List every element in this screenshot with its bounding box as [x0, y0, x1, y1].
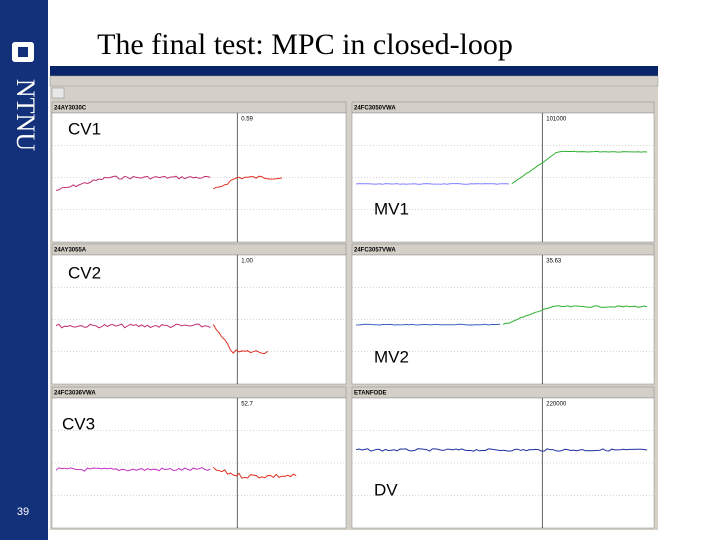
page-number: 39: [17, 506, 29, 518]
panel-readout: 220000: [546, 402, 567, 408]
panel-label: CV1: [68, 119, 101, 138]
trend-trace: [511, 150, 648, 185]
toolbar-button: [51, 87, 65, 99]
window-title-bar: [50, 66, 658, 76]
logo-icon-inner: [18, 47, 28, 57]
panel-tag: 24AY3030C: [54, 106, 87, 112]
trend-trace: [502, 305, 648, 325]
panel-header: [351, 101, 655, 114]
panel-readout: 1.00: [241, 259, 253, 265]
panel-tag: 24FC3050VWA: [354, 106, 396, 112]
trend-trace: [213, 175, 282, 190]
menu-bar: [49, 75, 659, 87]
panel-readout: 52.7: [241, 402, 253, 408]
trend-trace: [55, 323, 211, 329]
panel-label: MV1: [374, 199, 409, 218]
panel-header: [51, 243, 347, 256]
panel-readout: 101000: [546, 117, 567, 123]
panel-tag: 24FC3036VWA: [54, 391, 96, 397]
logo-text: NTNU: [11, 79, 40, 151]
panel-label: MV2: [374, 347, 409, 366]
panel-tag: ETANFODE: [354, 391, 387, 397]
trend-trace: [55, 175, 211, 191]
trend-trace: [355, 323, 501, 326]
panel-header: [51, 386, 347, 399]
trend-trace: [55, 467, 211, 472]
panel-tag: 24FC3057VWA: [354, 248, 396, 254]
panel-label: CV2: [68, 263, 101, 282]
side-band: [0, 0, 48, 540]
slide-title: The final test: MPC in closed-loop: [97, 28, 513, 61]
panels: 24AY3030C 0.59 CV1 24FC3050VWA 101000 MV1 24AY…: [51, 101, 655, 529]
panel-readout: 35.63: [546, 259, 562, 265]
panel-header: [351, 386, 655, 399]
panel-header: [351, 243, 655, 256]
trend-trace: [212, 324, 268, 355]
trend-trace: [355, 183, 509, 185]
panel-header: [51, 101, 347, 114]
panel-label: CV3: [62, 414, 95, 433]
panel-readout: 0.59: [241, 117, 253, 123]
trend-trace: [355, 448, 648, 452]
trend-trace: [212, 466, 297, 479]
panel-label: DV: [374, 480, 398, 499]
panel-tag: 24AY3055A: [54, 248, 87, 254]
